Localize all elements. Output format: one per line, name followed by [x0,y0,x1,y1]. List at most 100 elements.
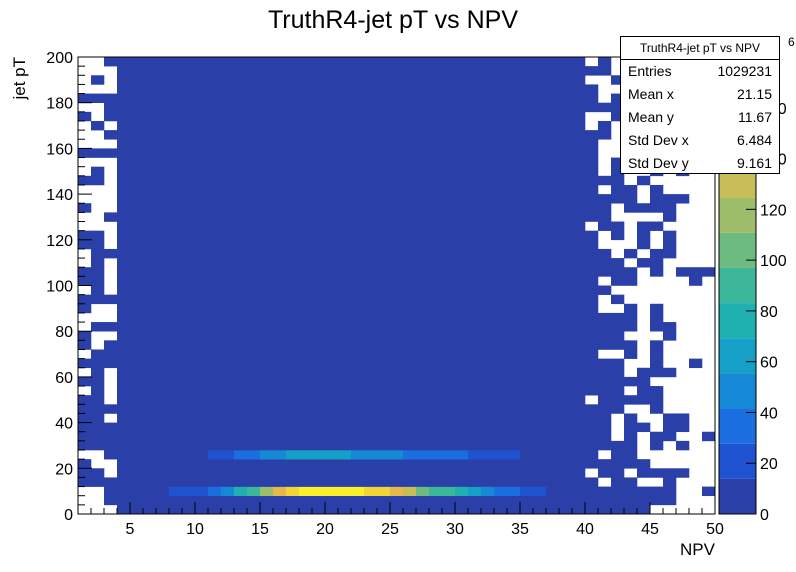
heatmap-cell [598,468,612,478]
heatmap-cell [325,221,339,231]
heatmap-cell [585,431,599,442]
heatmap-cell [559,303,573,314]
heatmap-cell [364,221,378,231]
heatmap-cell [507,312,521,323]
heatmap-cell [494,413,508,423]
heatmap-cell [429,294,443,305]
heatmap-cell [559,294,573,305]
heatmap-cell [416,504,430,515]
heatmap-cell [520,486,534,497]
heatmap-cell [598,66,612,76]
heatmap-cell [468,221,482,231]
heatmap-cell [598,258,612,268]
heatmap-cell [234,504,248,515]
heatmap-cell [299,212,313,222]
heatmap-cell [299,358,313,369]
heatmap-cell [507,431,521,442]
heatmap-cell [208,486,222,497]
heatmap-cell [208,258,222,268]
heatmap-cell [390,450,404,460]
heatmap-cell [442,459,456,469]
heatmap-cell [533,413,547,423]
heatmap-cell [234,303,248,314]
heatmap-cell [663,203,677,213]
heatmap-cell [598,221,612,231]
y-tick-label: 100 [46,279,73,296]
heatmap-cell [91,230,105,241]
heatmap-cell [130,340,144,350]
heatmap-cell [494,75,508,85]
heatmap-cell [663,431,677,442]
heatmap-cell [169,504,183,515]
heatmap-cell [312,358,326,369]
heatmap-cell [598,331,612,341]
heatmap-cell [390,66,404,76]
heatmap-cell [494,57,508,67]
heatmap-cell [663,322,677,332]
heatmap-cell [559,57,573,67]
heatmap-cell [234,322,248,332]
heatmap-cell [195,294,209,305]
heatmap-cell [195,422,209,433]
stats-label: Entries [628,63,672,79]
heatmap-cell [416,175,430,186]
heatmap-cell [78,395,92,405]
heatmap-cell [286,184,300,195]
heatmap-cell [533,294,547,305]
heatmap-cell [169,276,183,286]
heatmap-cell [377,184,391,195]
heatmap-cell [533,450,547,460]
heatmap-cell [520,221,534,231]
heatmap-cell [78,276,92,286]
heatmap-cell [299,477,313,487]
heatmap-cell [221,450,235,460]
heatmap-cell [312,440,326,451]
heatmap-cell [195,468,209,478]
heatmap-cell [442,495,456,506]
heatmap-cell [117,184,131,195]
heatmap-cell [260,285,274,295]
heatmap-cell [598,431,612,442]
x-tick-label: 5 [126,521,135,538]
heatmap-cell [468,386,482,396]
heatmap-cell [351,93,365,103]
heatmap-cell [559,194,573,204]
heatmap-cell [221,413,235,423]
heatmap-cell [520,322,534,332]
heatmap-cell [221,422,235,433]
heatmap-cell [104,477,118,487]
heatmap-cell [208,239,222,250]
heatmap-cell [598,267,612,277]
heatmap-cell [546,395,560,405]
heatmap-cell [247,221,261,231]
heatmap-cell [429,66,443,76]
heatmap-cell [637,258,651,268]
heatmap-cell [390,111,404,122]
heatmap-cell [416,93,430,103]
heatmap-cell [572,57,586,67]
heatmap-cell [91,294,105,305]
heatmap-cell [273,340,287,350]
heatmap-cell [260,258,274,268]
heatmap-cell [104,130,118,140]
heatmap-cell [221,386,235,396]
heatmap-cell [169,440,183,451]
heatmap-cell [533,57,547,67]
heatmap-cell [247,422,261,433]
heatmap-cell [338,440,352,451]
heatmap-cell [286,84,300,94]
heatmap-cell [325,486,339,497]
heatmap-cell [208,221,222,231]
heatmap-cell [182,440,196,451]
heatmap-cell [130,450,144,460]
heatmap-cell [143,267,157,277]
heatmap-cell [247,495,261,506]
heatmap-cell [468,367,482,378]
heatmap-cell [182,349,196,359]
heatmap-cell [143,312,157,323]
heatmap-cell [403,111,417,122]
heatmap-cell [169,386,183,396]
heatmap-cell [429,340,443,350]
heatmap-cell [286,495,300,506]
heatmap-cell [390,248,404,259]
